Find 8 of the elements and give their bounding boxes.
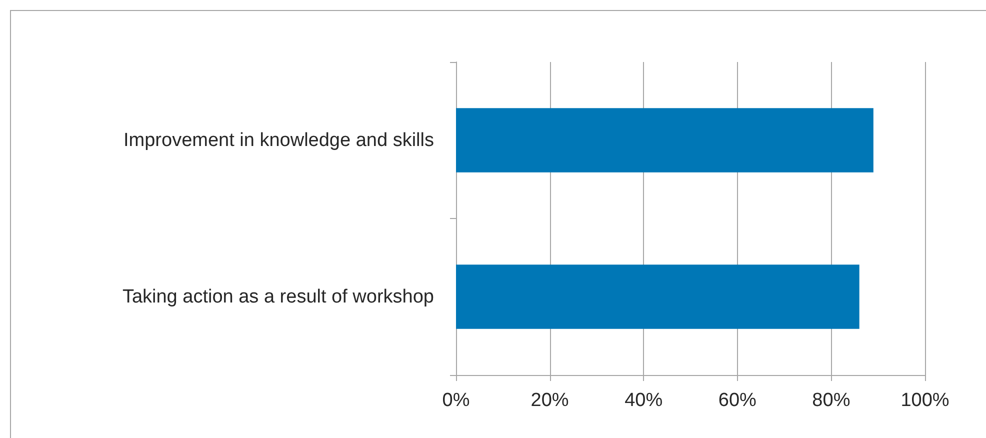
x-tick-label: 60%	[718, 390, 757, 411]
x-tick-label: 80%	[812, 390, 850, 411]
x-tick-label: 0%	[442, 390, 470, 411]
y-tick-label: Taking action as a result of workshop	[122, 286, 434, 308]
y-tick-label: Improvement in knowledge and skills	[124, 130, 434, 151]
x-tick-label: 100%	[900, 390, 950, 411]
x-tick-label: 20%	[530, 390, 569, 411]
x-tick-label: 40%	[624, 390, 663, 411]
